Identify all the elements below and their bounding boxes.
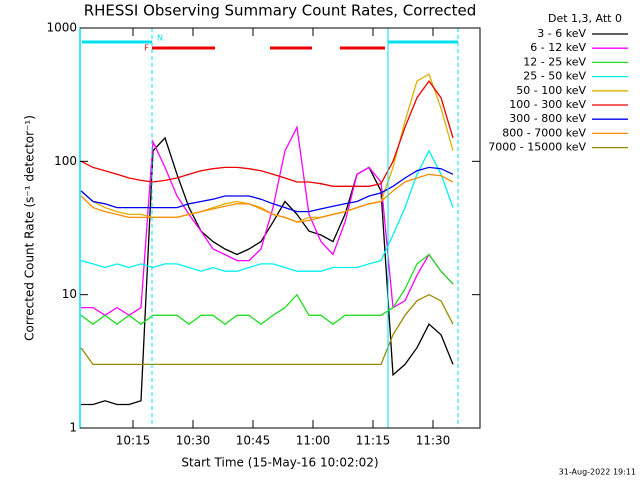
y-tick-label: 10 <box>62 287 77 301</box>
x-tick-label: 10:45 <box>236 434 271 448</box>
legend-label: 6 - 12 keV <box>530 41 586 54</box>
plot-frame <box>79 27 481 429</box>
legend-label: 50 - 100 keV <box>516 84 586 97</box>
x-axis-label: Start Time (15-May-16 10:02:02) <box>181 456 378 470</box>
series-line <box>80 166 454 213</box>
series-line <box>80 253 454 326</box>
y-tick-label: 100 <box>54 154 77 168</box>
x-tick-label: 11:00 <box>296 434 331 448</box>
series-line <box>80 293 454 366</box>
legend-title: Det 1,3, Att 0 <box>548 12 622 25</box>
y-tick-label: 1 <box>69 421 77 435</box>
y-axis-label: Corrected Count Rate (s⁻¹ detector⁻¹) <box>23 115 37 341</box>
x-tick-label: 10:30 <box>176 434 211 448</box>
series-line <box>80 79 454 187</box>
y-tick-label: 1000 <box>46 21 77 35</box>
legend-label: 7000 - 15000 keV <box>488 141 586 154</box>
flag-label: F <box>144 44 149 53</box>
series-line <box>80 149 454 272</box>
series-line <box>80 173 454 223</box>
footer-date: 31-Aug-2022 19:11 <box>559 468 636 477</box>
legend-label: 25 - 50 keV <box>523 70 586 83</box>
flag-label: N <box>157 34 163 43</box>
legend-label: 300 - 800 keV <box>509 112 586 125</box>
x-tick-label: 11:15 <box>356 434 391 448</box>
legend-label: 100 - 300 keV <box>509 98 586 111</box>
chart-title: RHESSI Observing Summary Count Rates, Co… <box>84 2 477 20</box>
legend-label: 3 - 6 keV <box>537 27 586 40</box>
series-line <box>81 136 454 406</box>
x-tick-label: 10:15 <box>116 434 151 448</box>
series-line <box>81 125 454 317</box>
legend-label: 12 - 25 keV <box>523 55 586 68</box>
x-tick-label: 11:30 <box>416 434 451 448</box>
legend-label: 800 - 7000 keV <box>502 126 586 139</box>
